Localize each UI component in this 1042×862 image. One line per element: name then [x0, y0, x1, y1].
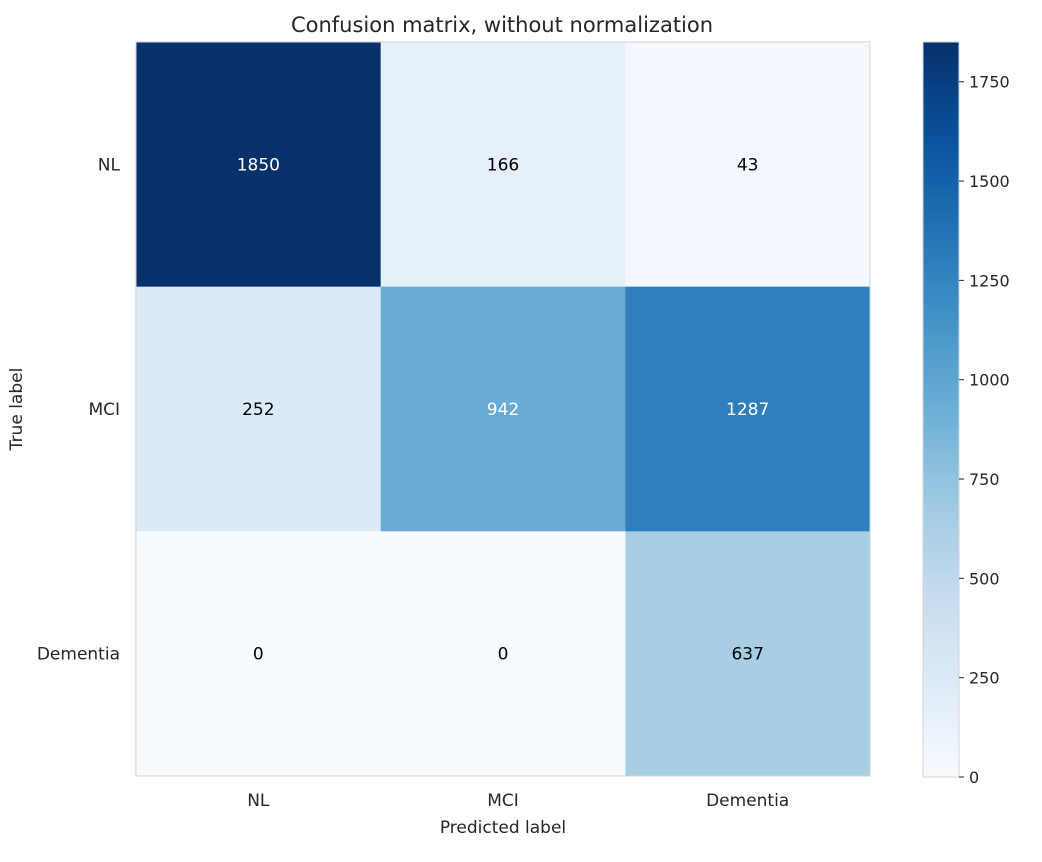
- heatmap-cell-nl-dementia: [625, 42, 871, 288]
- x-tick-label: MCI: [487, 791, 519, 811]
- cell-value-label: 43: [737, 155, 759, 175]
- cell-value-label: 1850: [237, 155, 280, 175]
- colorbar-tick-label: 250: [969, 669, 1000, 688]
- colorbar-tick-label: 0: [969, 768, 979, 787]
- colorbar: 0 250 500 750 1000 1250 1500 1750: [922, 41, 1010, 787]
- heatmap-cell-nl-nl: [136, 42, 382, 288]
- heatmap-cell-mci-nl: [136, 286, 382, 532]
- heatmap-cells: [136, 42, 871, 777]
- x-tick-label: Dementia: [706, 791, 789, 811]
- colorbar-tick-label: 750: [969, 470, 1000, 489]
- heatmap-cell-dementia-mci: [380, 531, 626, 777]
- chart-title: Confusion matrix, without normalization: [291, 13, 713, 37]
- y-tick-label: NL: [98, 155, 121, 175]
- colorbar-tick-label: 1750: [969, 73, 1010, 92]
- plot-frame: [135, 41, 871, 777]
- heatmap-cell-dementia-dementia: [625, 531, 871, 777]
- heatmap-cell-mci-dementia: [625, 286, 871, 532]
- colorbar-tick-label: 500: [969, 569, 1000, 588]
- cell-value-label: 637: [731, 645, 763, 665]
- cell-value-label: 0: [498, 645, 509, 665]
- cell-value-label: 942: [487, 400, 519, 420]
- x-tick-label: NL: [247, 791, 270, 811]
- x-axis-tick-labels: NL MCI Dementia: [247, 791, 789, 811]
- colorbar-tick-label: 1000: [969, 371, 1010, 390]
- x-axis-label: Predicted label: [440, 818, 566, 838]
- heatmap-cell-labels: 1850 166 43 252 942 1287 0 0 637: [237, 155, 770, 664]
- y-tick-label: Dementia: [37, 645, 120, 665]
- cell-value-label: 252: [242, 400, 274, 420]
- heatmap-cell-mci-mci: [380, 286, 626, 532]
- y-tick-label: MCI: [88, 400, 120, 420]
- cell-value-label: 166: [487, 155, 519, 175]
- colorbar-gradient: [922, 41, 960, 778]
- cell-value-label: 0: [253, 645, 264, 665]
- colorbar-tick-label: 1500: [969, 172, 1010, 191]
- colorbar-ticks: 0 250 500 750 1000 1250 1500 1750: [959, 73, 1010, 787]
- colorbar-tick-label: 1250: [969, 271, 1010, 290]
- heatmap-cell-dementia-nl: [136, 531, 382, 777]
- y-axis-tick-labels: NL MCI Dementia: [37, 155, 121, 664]
- cell-value-label: 1287: [726, 400, 769, 420]
- y-axis-label: True label: [7, 368, 27, 452]
- heatmap-cell-nl-mci: [380, 42, 626, 288]
